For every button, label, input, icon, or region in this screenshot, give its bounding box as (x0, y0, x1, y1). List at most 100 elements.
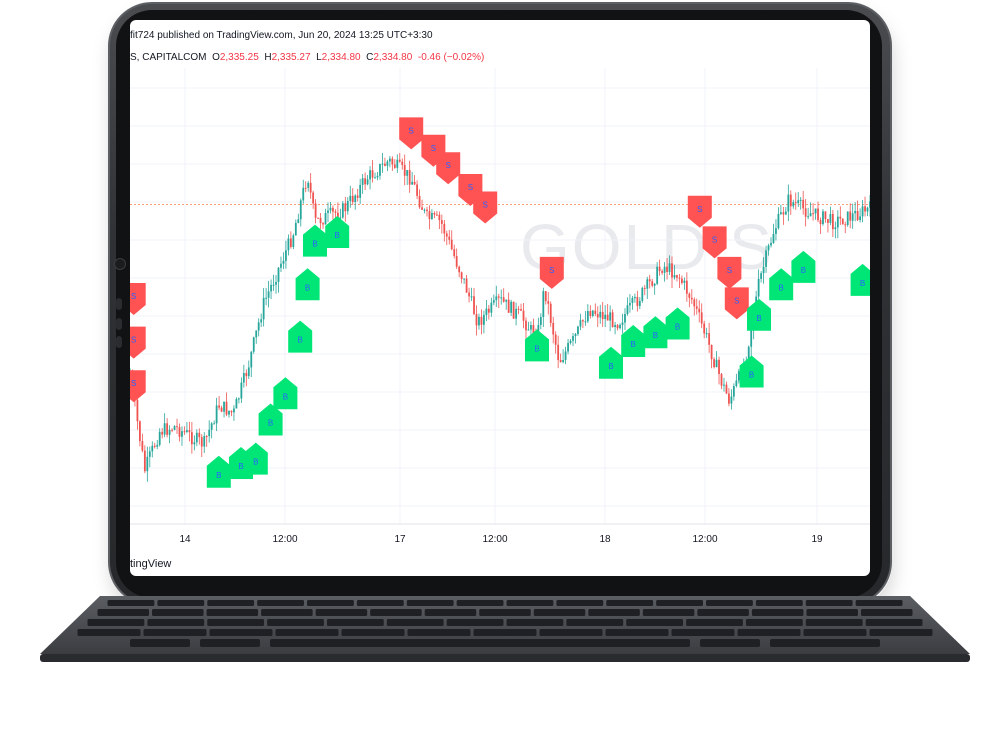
keyboard-key (207, 600, 255, 606)
candle-body (252, 337, 255, 352)
candle-body (782, 212, 785, 215)
candle-body (423, 209, 426, 211)
buy-signal-label: B (675, 323, 680, 332)
buy-signal-label: B (534, 344, 539, 353)
candle-body (473, 296, 475, 315)
candle-body (240, 382, 243, 399)
keyboard-key (157, 600, 205, 606)
buy-signal-marker (288, 320, 313, 353)
keyboard-key (275, 629, 339, 636)
candle-body (173, 426, 176, 430)
candle-body (834, 227, 837, 230)
keyboard-key (770, 639, 880, 647)
buy-signal-marker (258, 403, 283, 436)
grid-lines (130, 68, 870, 524)
candle-body (356, 195, 359, 198)
candle-body (381, 163, 384, 165)
candle-body (455, 256, 458, 267)
candle-body (770, 242, 772, 246)
candle-body (458, 266, 461, 273)
candle-body (802, 199, 805, 209)
candle-body (195, 432, 198, 443)
candle-body (215, 405, 218, 424)
candle-body (411, 181, 414, 185)
sell-signal-marker (130, 370, 146, 403)
candle-body (336, 212, 339, 218)
candle-body (364, 178, 367, 185)
buy-signal-marker (243, 442, 268, 475)
candle-body (747, 346, 750, 362)
candle-body (624, 313, 626, 323)
candle-body (777, 213, 780, 229)
candle-body (824, 211, 827, 220)
candle-body (596, 314, 599, 318)
candle-body (478, 316, 480, 326)
candle-body (544, 291, 547, 302)
candle-body (807, 216, 810, 218)
candle-body (829, 213, 832, 223)
close-label: C (366, 52, 374, 63)
candle-body (728, 393, 730, 404)
keyboard-key (152, 609, 204, 616)
keyboard-key (326, 619, 384, 626)
keyboard-key (803, 629, 867, 636)
candle-body (572, 335, 574, 341)
candle-body (138, 421, 141, 442)
side-button (116, 336, 122, 348)
sell-signal-label: S (727, 266, 732, 275)
candles (130, 152, 870, 482)
candle-body (760, 273, 763, 279)
candle-body (700, 312, 703, 324)
candle-body (299, 200, 302, 220)
candle-body (772, 233, 775, 243)
candle-body (193, 442, 196, 445)
candle-body (163, 423, 166, 435)
camera-icon (114, 258, 126, 270)
candle-body (750, 329, 753, 347)
candle-body (450, 239, 453, 250)
keyboard-key (605, 629, 669, 636)
candle-body (567, 342, 569, 352)
keyboard-key (267, 619, 324, 626)
candle-body (324, 213, 327, 225)
sell-signal-label: S (734, 296, 739, 305)
candle-body (698, 308, 701, 313)
candlestick-chart[interactable]: S S S S S S S S S S S S S B B B B B B B B B B B B B B B B B B B 14 12:00… (130, 68, 870, 558)
candle-body (136, 400, 139, 422)
candle-body (616, 325, 619, 329)
keyboard-key (556, 600, 604, 606)
keyboard-key (865, 619, 923, 626)
candle-body (861, 206, 864, 217)
candle-body (703, 323, 706, 334)
keyboard-key (626, 619, 684, 626)
keyboard-key (745, 619, 803, 626)
buy-signal-marker (643, 316, 668, 349)
candle-body (487, 308, 490, 313)
candle-body (765, 250, 767, 267)
candle-body (827, 219, 829, 223)
candle-body (438, 214, 441, 221)
buy-signal-marker (273, 377, 298, 410)
candle-body (851, 213, 854, 221)
candle-body (831, 213, 834, 230)
buy-signal-label: B (631, 340, 636, 349)
candle-body (552, 322, 555, 335)
candle-body (577, 326, 579, 335)
candle-body (705, 333, 708, 335)
candle-body (507, 299, 510, 313)
buy-signal-label: B (253, 458, 258, 467)
candle-body (864, 206, 866, 212)
candle-body (584, 321, 587, 323)
candle-body (495, 296, 498, 301)
keyboard-key (869, 629, 933, 636)
keyboard-key (806, 609, 858, 616)
candle-body (257, 322, 260, 331)
keyboard-key (97, 609, 150, 616)
buy-signal-label: B (756, 314, 761, 323)
candle-body (205, 436, 208, 438)
candle-body (725, 384, 728, 394)
candle-body (737, 371, 740, 381)
candle-body (294, 222, 297, 236)
candle-body (609, 312, 612, 321)
keyboard-key (257, 600, 304, 606)
